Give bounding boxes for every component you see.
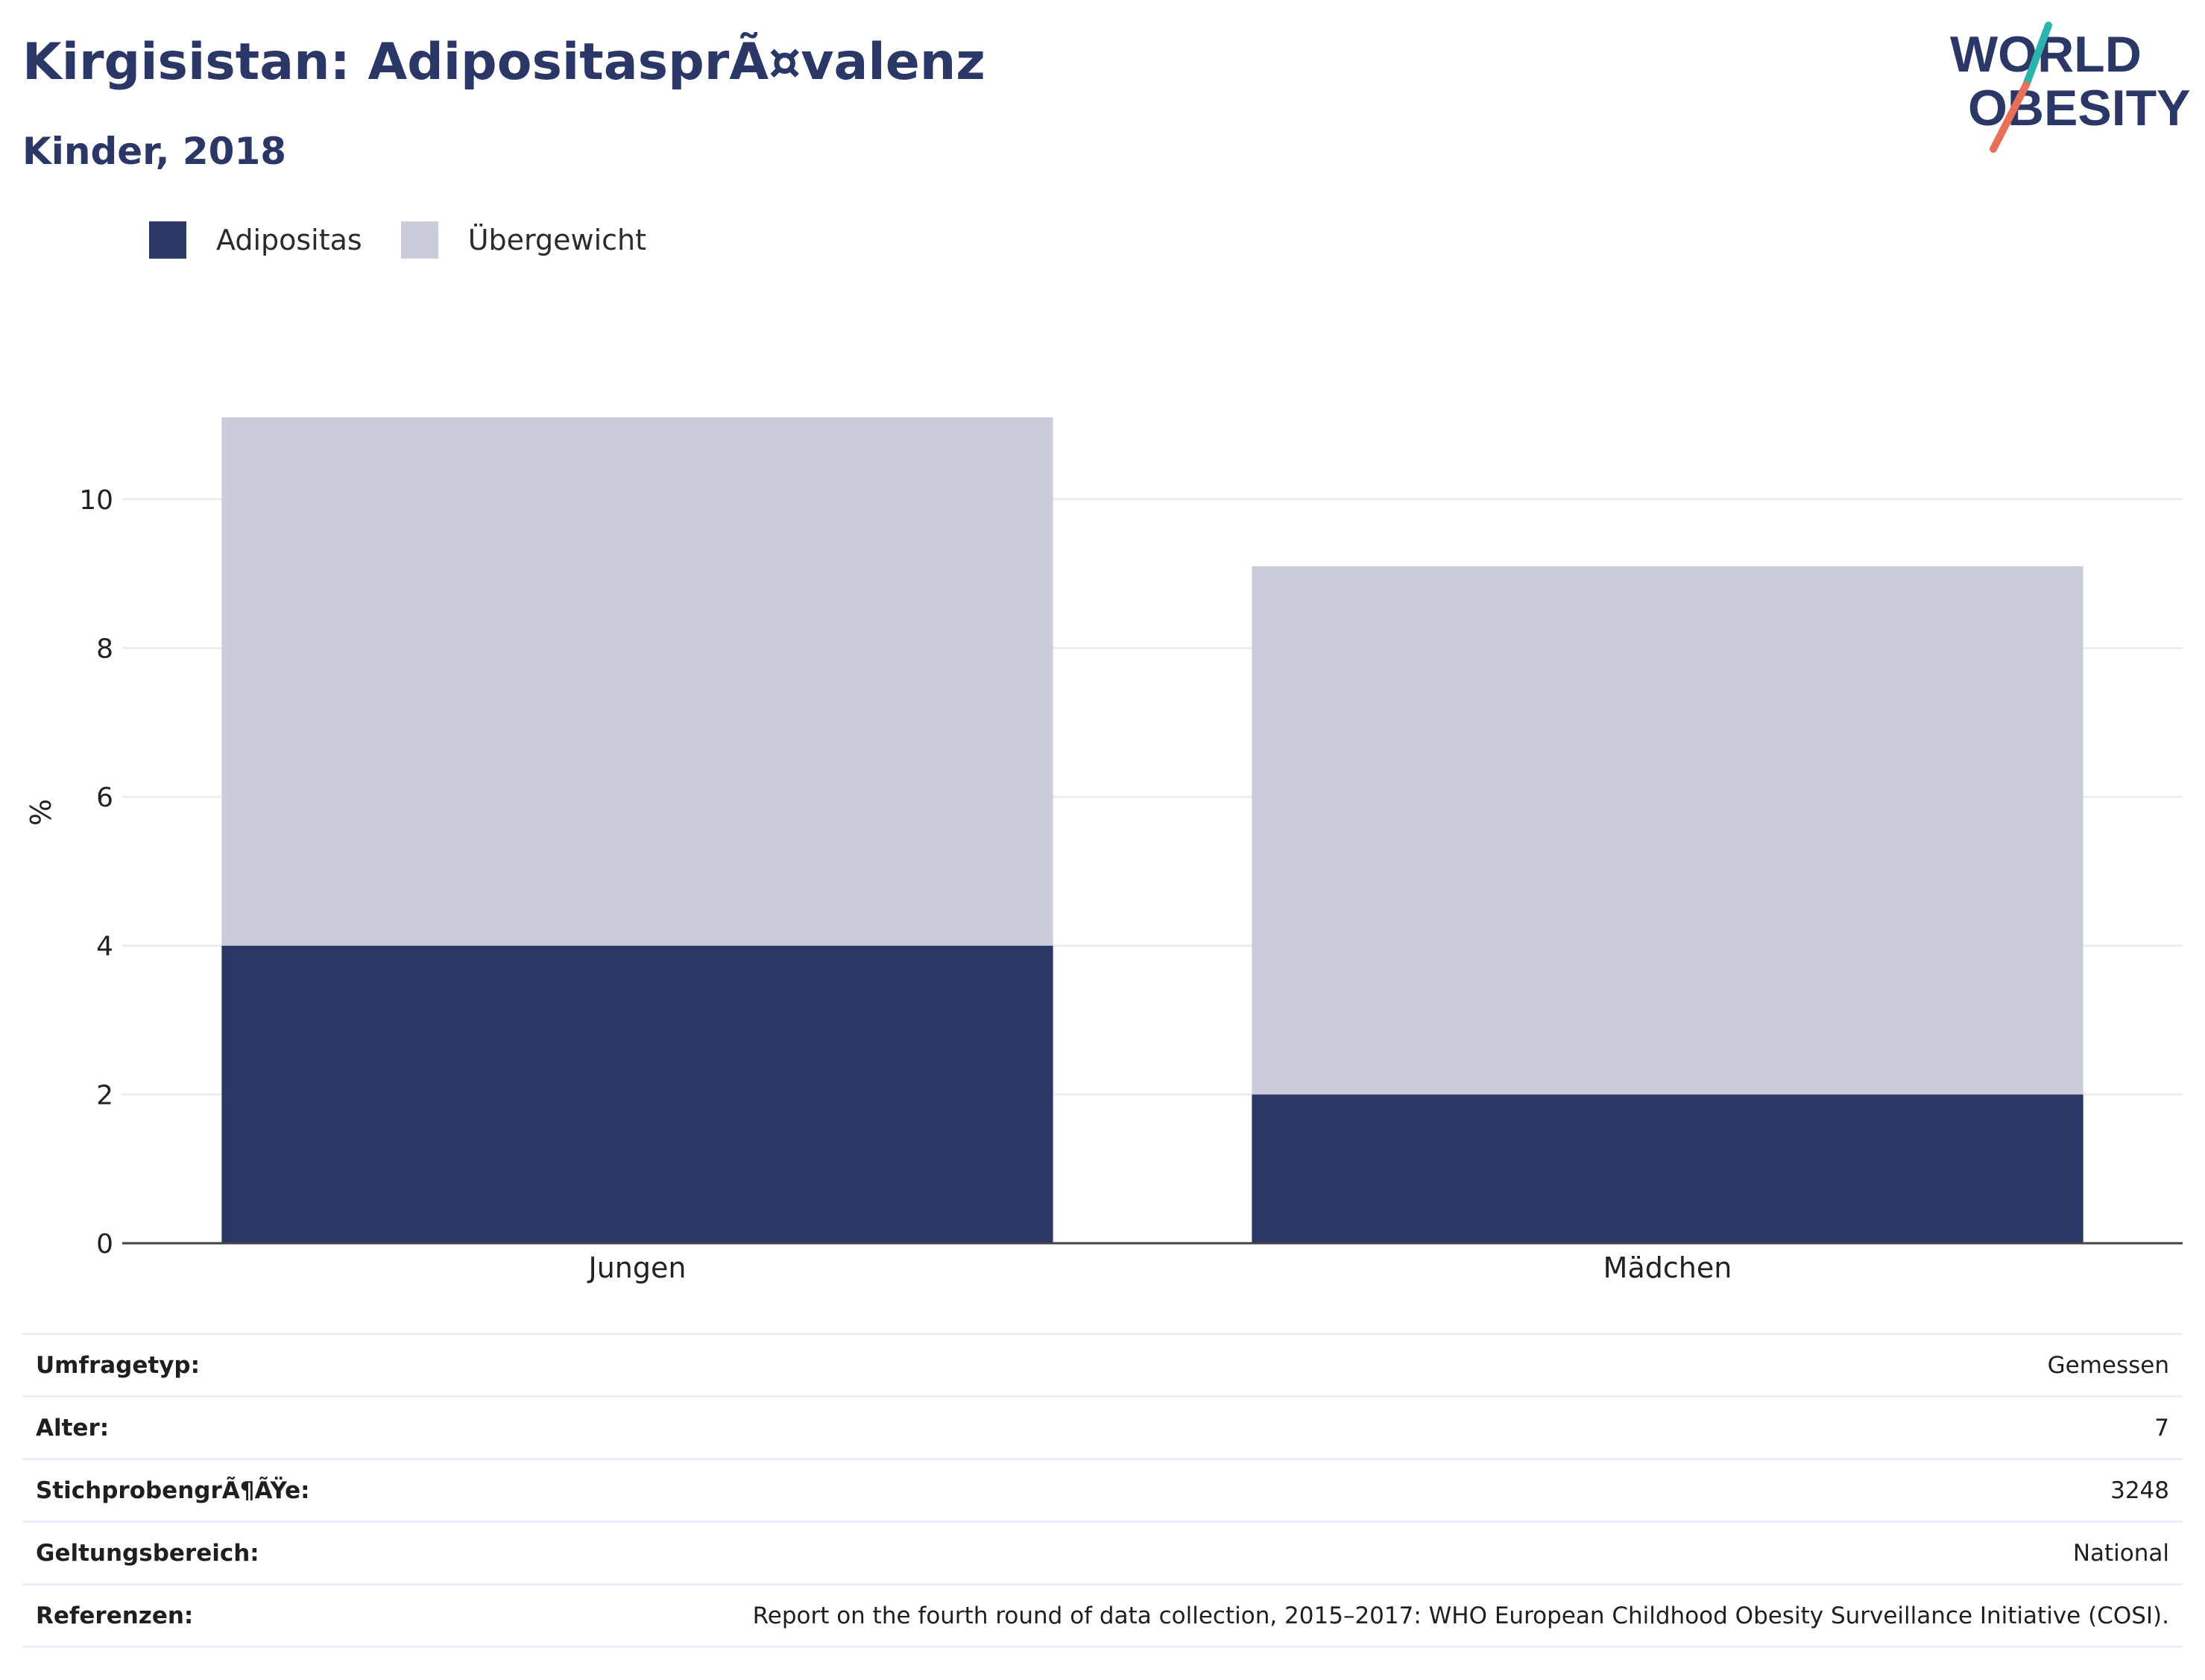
bar-segment [221,945,1053,1243]
logo-slash-coral [1990,81,2030,153]
info-value: Gemessen [2047,1351,2169,1379]
info-row-references: Referenzen: Report on the fourth round o… [22,1584,2183,1647]
chart-legend: Adipositas Übergewicht [149,221,685,259]
info-row-age: Alter: 7 [22,1396,2183,1459]
info-value: 3248 [2110,1477,2169,1504]
info-key: Umfragetyp: [36,1351,200,1379]
y-tick-label: 0 [96,1229,113,1260]
logo-slash-teal [2022,22,2052,89]
legend-label-uebergewicht: Übergewicht [467,224,646,256]
bar-segment [1252,1094,2083,1243]
legend-item-uebergewicht[interactable]: Übergewicht [400,221,646,259]
info-value: Report on the fourth round of data colle… [752,1602,2169,1629]
bar-segment [221,417,1053,946]
legend-item-adipositas[interactable]: Adipositas [149,221,362,259]
bar-segment [1252,566,2083,1095]
legend-swatch-uebergewicht [400,221,438,259]
y-tick-label: 6 [96,783,113,813]
legend-swatch-adipositas [149,221,186,259]
chart-title: Kirgisistan: AdipositasprÃ¤valenz [22,33,985,92]
y-tick-label: 10 [79,485,113,516]
x-tick-label: Jungen [587,1251,687,1284]
world-obesity-logo: WORLD OBESITY [1950,22,2191,153]
legend-label-adipositas: Adipositas [216,224,362,256]
info-row-sample-size: StichprobengrÃ¶ÃŸe: 3248 [22,1459,2183,1522]
y-axis-label: % [25,799,57,826]
info-row-scope: Geltungsbereich: National [22,1521,2183,1585]
info-value: National [2072,1539,2169,1567]
chart-subtitle: Kinder, 2018 [22,130,287,173]
survey-info-table: Umfragetyp: Gemessen Alter: 7 Stichprobe… [22,1333,2183,1648]
info-key: Geltungsbereich: [36,1539,259,1567]
info-key: Referenzen: [36,1602,194,1629]
y-tick-label: 4 [96,932,113,962]
stacked-bar-chart: 0 2 4 6 8 10% Jungen Mädchen [25,417,2183,1284]
info-row-survey-type: Umfragetyp: Gemessen [22,1333,2183,1397]
info-key: StichprobengrÃ¶ÃŸe: [36,1477,310,1504]
x-tick-label: Mädchen [1603,1251,1732,1284]
info-value: 7 [2154,1414,2169,1441]
y-tick-label: 8 [96,634,113,664]
y-tick-label: 2 [96,1080,113,1111]
info-key: Alter: [36,1414,110,1441]
